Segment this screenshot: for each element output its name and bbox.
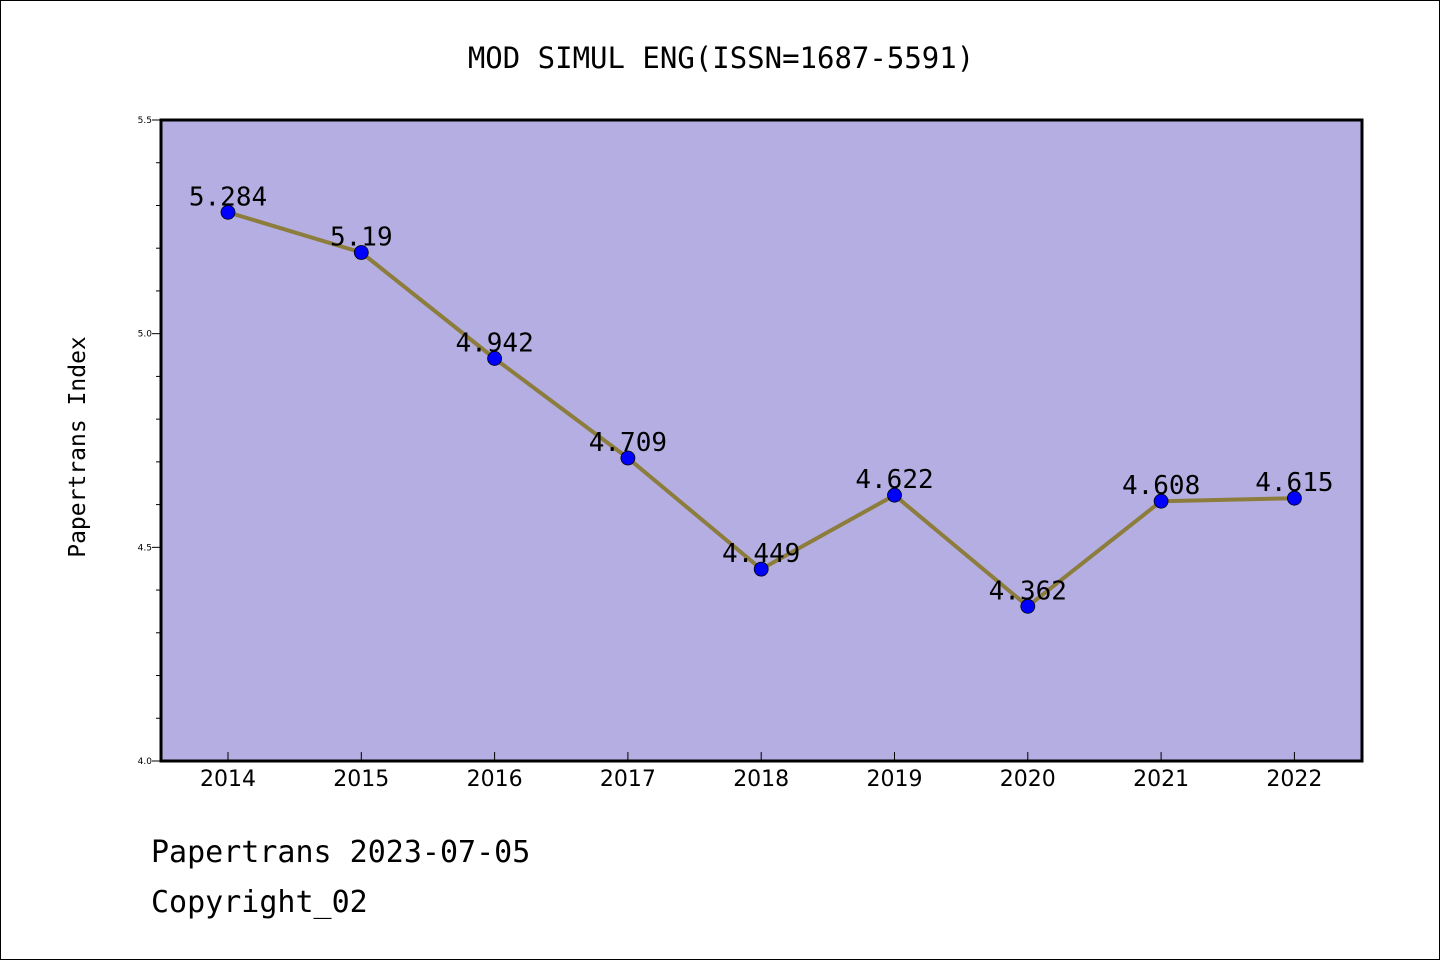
x-axis-ticks: 2014 2015 2016 2017 2018 2019 2020 2021 2022 bbox=[200, 752, 1322, 792]
data-label: 4.608 bbox=[1122, 471, 1200, 501]
x-tick-label: 2015 bbox=[333, 767, 389, 792]
data-labels: 5.284 5.19 4.942 4.709 4.449 4.622 4.362 4.608 4… bbox=[189, 182, 1334, 606]
data-point bbox=[753, 561, 769, 577]
x-tick-label: 2019 bbox=[867, 767, 923, 792]
data-label: 4.622 bbox=[855, 465, 933, 495]
x-tick-label: 2014 bbox=[200, 767, 256, 792]
data-markers bbox=[220, 204, 1302, 614]
data-point bbox=[1287, 490, 1302, 506]
y-tick-label: 4.5 bbox=[138, 543, 152, 553]
data-point bbox=[220, 204, 236, 220]
y-axis-label: Papertrans Index bbox=[65, 336, 91, 558]
footer-date-line: Papertrans 2023-07-05 bbox=[151, 835, 531, 870]
data-point bbox=[620, 450, 636, 466]
x-tick-label: 2016 bbox=[467, 767, 523, 792]
x-tick-label: 2021 bbox=[1133, 767, 1189, 792]
y-tick-label: 4.0 bbox=[138, 757, 153, 767]
footer-copyright-line: Copyright_02 bbox=[151, 885, 368, 920]
data-label: 4.615 bbox=[1255, 468, 1333, 498]
plot-area bbox=[159, 118, 1364, 763]
y-tick-label: 5.0 bbox=[138, 330, 153, 340]
data-label: 4.709 bbox=[589, 428, 667, 458]
chart-title: MOD SIMUL ENG(ISSN=1687-5591) bbox=[468, 41, 974, 75]
y-axis-ticks: 4.0 4.5 5.0 5.5 bbox=[138, 116, 161, 767]
x-tick-label: 2018 bbox=[733, 767, 789, 792]
data-point bbox=[487, 351, 503, 366]
x-tick-label: 2017 bbox=[600, 767, 656, 792]
data-label: 4.449 bbox=[722, 539, 800, 569]
data-label: 5.19 bbox=[330, 222, 393, 252]
data-label: 4.942 bbox=[455, 328, 533, 358]
y-tick-label: 5.5 bbox=[138, 116, 152, 126]
data-label: 4.362 bbox=[989, 576, 1067, 606]
data-point bbox=[887, 487, 902, 503]
data-point bbox=[353, 245, 369, 260]
x-tick-label: 2022 bbox=[1266, 767, 1322, 792]
data-label: 5.284 bbox=[189, 182, 267, 212]
x-tick-label: 2020 bbox=[1000, 767, 1056, 792]
data-point bbox=[1153, 493, 1169, 509]
data-point bbox=[1020, 598, 1036, 614]
